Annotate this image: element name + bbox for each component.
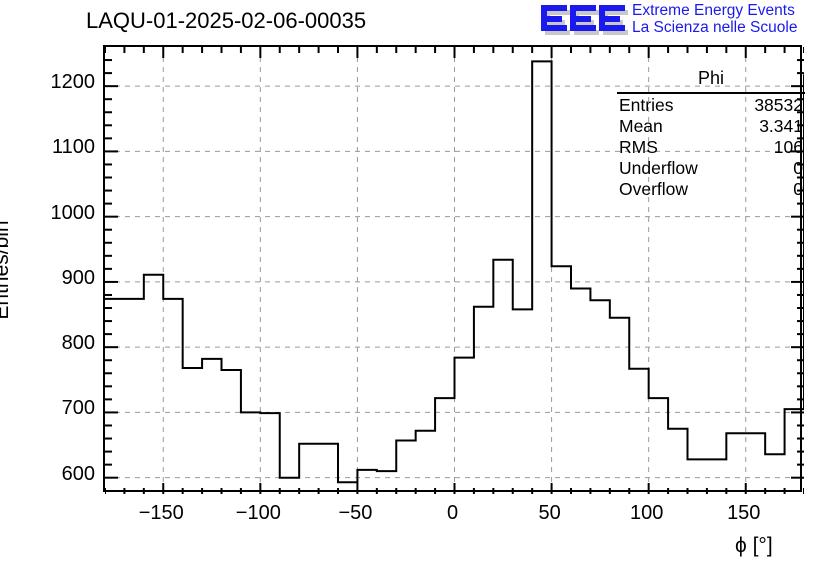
y-tick-label: 800 xyxy=(61,332,95,355)
stats-row-label: Overflow xyxy=(619,179,689,199)
stats-title: Phi xyxy=(697,68,724,88)
eee-logo-text: Extreme Energy Events La Scienza nelle S… xyxy=(632,2,797,36)
stats-row: Mean 3.341 xyxy=(617,116,805,137)
x-tick-label: −150 xyxy=(138,502,184,524)
y-tick-label: 1000 xyxy=(50,201,96,224)
histogram-plot xyxy=(105,47,804,494)
stats-divider xyxy=(617,92,805,94)
stats-row-label: RMS xyxy=(619,137,658,157)
eee-logo-line1: Extreme Energy Events xyxy=(632,2,795,19)
eee-logo-line2: La Scienza nelle Scuole xyxy=(632,19,798,36)
x-tick-label: −100 xyxy=(235,502,281,524)
stats-row-value: 0 xyxy=(793,158,803,178)
x-tick-label: 50 xyxy=(538,502,561,524)
stats-row: Entries 38532 xyxy=(617,95,805,116)
stats-row-value: 0 xyxy=(793,179,803,199)
y-tick-label: 900 xyxy=(61,266,95,289)
x-tick-label: 150 xyxy=(727,502,761,524)
stats-row-label: Underflow xyxy=(619,158,698,178)
page-title: LAQU-01-2025-02-06-00035 xyxy=(86,8,367,33)
y-axis-title: Entries/bin xyxy=(0,220,13,320)
eee-logo-mark-icon xyxy=(541,5,628,35)
plot-frame xyxy=(103,45,804,494)
stats-box: Phi Entries 38532 Mean 3.341 RMS 106 Underflow… xyxy=(617,68,805,200)
stats-row-label: Mean xyxy=(619,116,663,136)
x-tick-label: 0 xyxy=(446,502,459,524)
y-tick-label: 700 xyxy=(61,397,95,420)
stats-row: Overflow 0 xyxy=(617,179,805,200)
stats-row-value: 38532 xyxy=(754,95,803,115)
y-tick-label: 1200 xyxy=(50,71,96,94)
x-axis-title: ϕ [°] xyxy=(735,534,773,557)
stats-rows: Entries 38532 Mean 3.341 RMS 106 Underflow 0 Ove… xyxy=(617,95,805,200)
stats-row: Underflow 0 xyxy=(617,158,805,179)
y-tick-label: 1100 xyxy=(51,136,95,159)
stats-row-value: 3.341 xyxy=(759,116,803,136)
eee-logo: Extreme Energy Events La Scienza nelle S… xyxy=(540,2,836,40)
stats-row-value: 106 xyxy=(773,137,803,157)
x-tick-label: −50 xyxy=(338,502,373,524)
x-tick-label: 100 xyxy=(629,502,664,524)
stats-row-label: Entries xyxy=(619,95,674,115)
stats-row: RMS 106 xyxy=(617,137,805,158)
y-tick-label: 600 xyxy=(61,462,95,485)
